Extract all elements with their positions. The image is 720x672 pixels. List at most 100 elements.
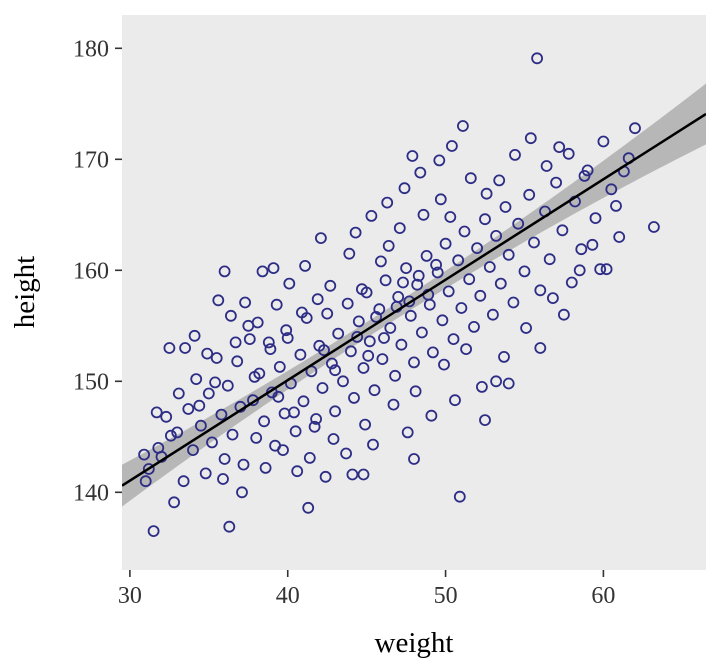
data-point <box>223 520 236 533</box>
data-point <box>212 294 225 307</box>
data-point <box>297 395 310 408</box>
data-point <box>406 150 419 162</box>
data-point <box>299 259 312 272</box>
data-point <box>518 265 531 278</box>
y-tick-label: 150 <box>73 369 109 395</box>
data-point <box>502 377 515 390</box>
data-point <box>160 410 173 423</box>
data-point <box>264 343 277 356</box>
data-point <box>483 261 496 273</box>
data-point <box>420 249 433 262</box>
data-point <box>456 120 469 132</box>
data-point <box>337 375 349 388</box>
data-point <box>464 172 477 185</box>
data-point <box>363 335 376 348</box>
y-axis-title: height <box>9 256 41 329</box>
data-point <box>540 160 553 172</box>
data-point <box>613 231 626 243</box>
data-point <box>139 475 152 488</box>
data-point <box>215 408 228 421</box>
data-point <box>188 329 201 342</box>
data-point <box>463 273 476 286</box>
data-point <box>430 258 443 271</box>
data-point <box>610 199 622 212</box>
data-point <box>224 309 237 322</box>
data-point <box>295 306 308 319</box>
data-point <box>412 269 425 282</box>
data-point <box>573 264 586 277</box>
data-point <box>357 468 370 481</box>
data-point <box>318 344 330 357</box>
data-point <box>431 266 444 279</box>
data-point <box>277 444 289 457</box>
data-point <box>202 387 215 400</box>
data-point <box>373 303 386 316</box>
data-point <box>329 364 342 377</box>
data-point <box>329 405 342 418</box>
regression-line-segment <box>122 112 706 487</box>
data-point <box>474 289 487 302</box>
data-point <box>493 174 506 187</box>
data-point <box>439 237 452 250</box>
data-point <box>387 398 400 411</box>
data-point <box>231 355 244 368</box>
data-point <box>411 278 424 291</box>
confidence-band-area <box>122 83 706 507</box>
data-point <box>578 169 591 182</box>
data-point <box>528 236 540 249</box>
data-point <box>239 296 252 309</box>
data-point <box>600 263 613 276</box>
data-point <box>218 265 231 278</box>
data-point <box>280 324 293 337</box>
data-point <box>179 342 192 354</box>
data-point <box>447 333 460 346</box>
data-point <box>248 370 261 383</box>
data-point <box>575 243 588 256</box>
data-point <box>217 473 229 485</box>
data-point <box>303 451 316 464</box>
data-point <box>327 433 340 445</box>
data-point <box>348 391 360 404</box>
data-point <box>190 373 203 386</box>
data-point <box>509 148 521 161</box>
data-point <box>398 182 411 195</box>
data-point <box>565 276 578 289</box>
data-point <box>543 253 556 266</box>
data-point <box>586 238 599 251</box>
data-point <box>374 255 387 268</box>
data-point <box>408 356 420 369</box>
data-point <box>346 468 359 481</box>
y-tick-label: 180 <box>73 36 109 62</box>
data-point <box>368 384 381 397</box>
data-point <box>288 406 300 419</box>
data-point <box>553 141 566 154</box>
data-point <box>438 358 450 371</box>
data-point <box>324 279 337 292</box>
data-point <box>384 322 397 334</box>
data-point <box>468 320 480 333</box>
data-point <box>187 444 199 457</box>
data-point <box>199 467 212 480</box>
data-point <box>442 285 455 298</box>
data-point <box>524 132 537 145</box>
data-point <box>475 380 488 393</box>
y-tick-label: 160 <box>73 258 109 284</box>
data-point <box>163 342 176 354</box>
data-point <box>520 322 532 334</box>
y-tick-label: 140 <box>73 480 109 506</box>
data-point <box>243 333 256 346</box>
data-point <box>397 276 409 289</box>
data-point <box>512 217 525 230</box>
data-point <box>370 310 383 323</box>
data-point <box>272 390 285 403</box>
data-point <box>460 343 473 356</box>
data-point <box>201 347 214 360</box>
data-point <box>147 525 160 537</box>
data-point <box>291 465 304 478</box>
data-point <box>558 308 570 321</box>
x-axis-title: weight <box>375 627 454 659</box>
data-point <box>270 298 283 311</box>
data-point <box>471 242 484 255</box>
